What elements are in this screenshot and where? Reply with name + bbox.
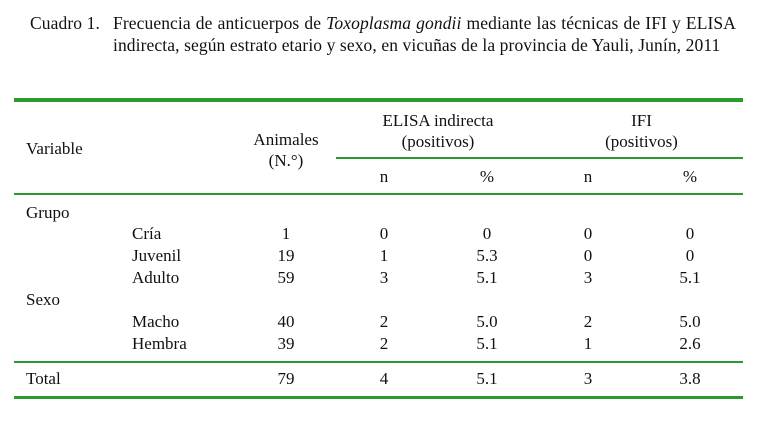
row-elisa-n: 2	[379, 312, 389, 331]
row-elisa-pct: 5.0	[476, 312, 498, 331]
header-elisa-line2: (positivos)	[401, 132, 475, 151]
row-elisa-pct: 5.3	[476, 246, 498, 265]
header-ifi-line2: (positivos)	[605, 132, 678, 151]
group-label: Grupo	[26, 203, 70, 222]
total-ifi-n: 3	[583, 369, 593, 388]
header-variable: Variable	[26, 139, 83, 158]
row-elisa-n: 1	[379, 246, 389, 265]
row-ifi-n: 2	[583, 312, 593, 331]
row-ifi-pct: 0	[685, 224, 695, 243]
header-elisa-pct: %	[479, 167, 495, 186]
header-animales-line2: (N.°)	[268, 151, 304, 170]
row-elisa-pct: 0	[482, 224, 492, 243]
row-elisa-n: 2	[379, 334, 389, 353]
caption-text-end: mediante las técnicas de IFI y ELISA ind…	[113, 13, 736, 55]
caption-text-start: Frecuencia de anticuerpos de	[113, 13, 327, 33]
row-elisa-pct: 5.1	[476, 268, 498, 287]
row-label: Macho	[132, 312, 180, 331]
row-ifi-pct: 5.1	[679, 268, 701, 287]
header-ifi-line1: IFI	[631, 111, 652, 130]
row-elisa-pct: 5.1	[476, 334, 498, 353]
row-animales: 19	[277, 246, 295, 265]
row-ifi-pct: 5.0	[679, 312, 701, 331]
row-elisa-n: 0	[379, 224, 389, 243]
row-animales: 39	[277, 334, 295, 353]
header-bottom-rule	[14, 193, 743, 195]
table-bottom-rule	[14, 396, 743, 399]
row-animales: 59	[277, 268, 295, 287]
header-ifi-pct: %	[682, 167, 698, 186]
total-label: Total	[26, 369, 61, 388]
row-ifi-pct: 2.6	[679, 334, 701, 353]
caption-text: Frecuencia de anticuerpos de Toxoplasma …	[113, 12, 736, 56]
total-rule	[14, 361, 743, 363]
caption-label: Cuadro 1.	[30, 13, 100, 33]
row-animales: 1	[281, 224, 291, 243]
caption-species: Toxoplasma gondii	[326, 13, 462, 33]
row-ifi-n: 0	[583, 246, 593, 265]
header-ifi-n: n	[583, 167, 593, 186]
header-elisa-line1: ELISA indirecta	[382, 111, 494, 130]
header-elisa-n: n	[379, 167, 389, 186]
group-label: Sexo	[26, 290, 60, 309]
table-top-rule	[14, 98, 743, 102]
header-animales-line1: Animales	[253, 130, 319, 149]
row-ifi-pct: 0	[685, 246, 695, 265]
total-ifi-pct: 3.8	[679, 369, 701, 388]
row-ifi-n: 0	[583, 224, 593, 243]
row-label: Juvenil	[132, 246, 182, 265]
row-ifi-n: 3	[583, 268, 593, 287]
header-subrule	[336, 157, 743, 159]
row-label: Hembra	[132, 334, 187, 353]
row-label: Cría	[132, 224, 162, 243]
row-ifi-n: 1	[583, 334, 593, 353]
row-elisa-n: 3	[379, 268, 389, 287]
total-elisa-pct: 5.1	[476, 369, 498, 388]
row-animales: 40	[277, 312, 295, 331]
total-animales: 79	[277, 369, 295, 388]
total-elisa-n: 4	[379, 369, 389, 388]
row-label: Adulto	[132, 268, 180, 287]
